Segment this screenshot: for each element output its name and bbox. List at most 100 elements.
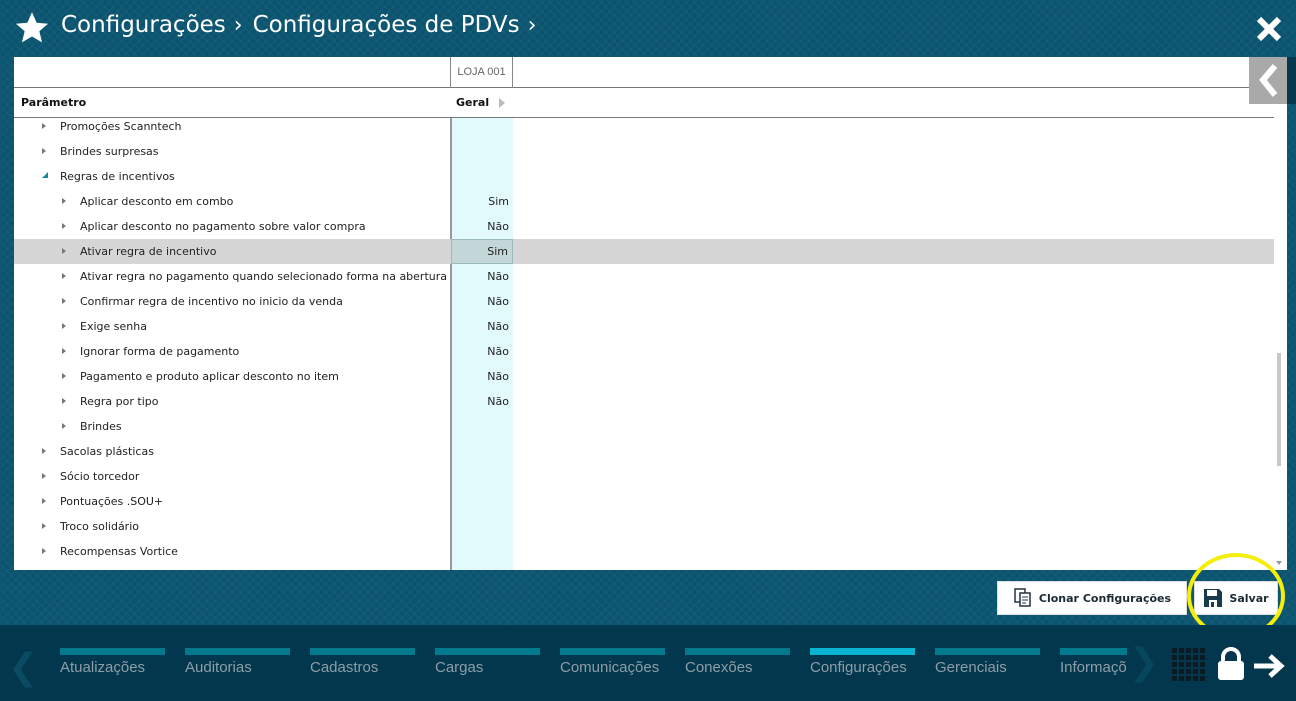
lock-icon[interactable]	[1215, 647, 1247, 681]
row-label: Troco solidário	[60, 520, 139, 533]
row-value[interactable]: Sim	[451, 239, 513, 264]
row-label: Confirmar regra de incentivo no inicio d…	[80, 295, 343, 308]
row-value[interactable]: Não	[487, 220, 509, 233]
breadcrumb-item[interactable]: Configurações de PDVs	[252, 12, 520, 38]
clone-icon	[1014, 588, 1031, 607]
header: Configurações › Configurações de PDVs ›	[0, 0, 1296, 56]
expand-icon[interactable]	[62, 198, 66, 204]
nav-tab[interactable]: Comunicações	[560, 648, 665, 676]
expand-icon[interactable]	[62, 323, 66, 329]
expand-icon[interactable]	[42, 548, 46, 554]
table-row[interactable]: Ignorar forma de pagamento Não	[14, 339, 1274, 364]
star-icon[interactable]	[14, 10, 50, 46]
table-row[interactable]: Aplicar desconto em combo Sim	[14, 189, 1274, 214]
row-value[interactable]: Sim	[488, 195, 509, 208]
expand-icon[interactable]	[42, 498, 46, 504]
grid-dot	[1200, 648, 1205, 653]
nav-tab[interactable]: Conexões	[685, 648, 790, 676]
table-row[interactable]: Promoções Scanntech	[14, 114, 1274, 139]
close-icon[interactable]	[1254, 14, 1284, 44]
tab-indicator	[435, 648, 540, 655]
nav-tab[interactable]: Gerenciais	[935, 648, 1040, 676]
expand-icon[interactable]	[42, 448, 46, 454]
table-row[interactable]: Regra por tipo Não	[14, 389, 1274, 414]
row-value[interactable]	[451, 414, 513, 439]
row-value[interactable]: Não	[487, 370, 509, 383]
tab-indicator	[685, 648, 790, 655]
expand-icon[interactable]	[62, 248, 66, 254]
row-value[interactable]	[451, 114, 513, 139]
chevron-right-icon: ›	[527, 12, 537, 38]
table-row[interactable]: Confirmar regra de incentivo no inicio d…	[14, 289, 1274, 314]
grid-dot	[1172, 669, 1177, 674]
row-value[interactable]	[451, 439, 513, 464]
table-row[interactable]: Ativar regra no pagamento quando selecio…	[14, 264, 1274, 289]
row-value[interactable]: Não	[487, 270, 509, 283]
table-row[interactable]: Ativar regra de incentivo Sim	[14, 239, 1274, 264]
nav-next-icon[interactable]: ❯	[1127, 625, 1161, 701]
table-row[interactable]: Exige senha Não	[14, 314, 1274, 339]
grid-dot	[1193, 655, 1198, 660]
chevron-left-icon	[1259, 64, 1278, 97]
expand-icon[interactable]	[62, 348, 66, 354]
table-row[interactable]: Pontuações .SOU+	[14, 489, 1274, 514]
expand-icon[interactable]	[42, 523, 46, 529]
expand-icon[interactable]	[62, 398, 66, 404]
nav-prev-icon[interactable]: ❮	[8, 647, 39, 688]
column-divider[interactable]	[450, 118, 452, 570]
expand-icon[interactable]	[62, 223, 66, 229]
collapse-panel-button[interactable]	[1249, 57, 1287, 104]
table-row[interactable]: Troco solidário	[14, 514, 1274, 539]
grid-dot	[1200, 655, 1205, 660]
row-value[interactable]	[451, 539, 513, 564]
nav-tab[interactable]: Auditorias	[185, 648, 290, 676]
nav-tab[interactable]: Cargas	[435, 648, 540, 676]
grid-dot	[1172, 676, 1177, 681]
clone-configurations-button[interactable]: Clonar Configurações	[997, 581, 1187, 615]
row-value[interactable]	[451, 164, 513, 189]
apps-grid-icon[interactable]	[1172, 648, 1205, 681]
table-row[interactable]: Aplicar desconto no pagamento sobre valo…	[14, 214, 1274, 239]
table-row[interactable]: Sacolas plásticas	[14, 439, 1274, 464]
tab-label: Cargas	[435, 659, 484, 676]
table-row[interactable]: Brindes	[14, 414, 1274, 439]
table-row[interactable]: Pagamento e produto aplicar desconto no …	[14, 364, 1274, 389]
nav-tab[interactable]: Configurações	[810, 648, 915, 676]
expand-icon[interactable]	[42, 123, 46, 129]
row-value[interactable]	[451, 489, 513, 514]
grid-dot	[1200, 662, 1205, 667]
nav-tab[interactable]: Atualizações	[60, 648, 165, 676]
logout-arrow-icon[interactable]	[1252, 653, 1286, 679]
scrollbar-thumb[interactable]	[1277, 353, 1281, 466]
expand-icon[interactable]	[62, 273, 66, 279]
row-value[interactable]: Não	[487, 345, 509, 358]
expand-icon[interactable]	[62, 423, 66, 429]
row-value[interactable]	[451, 139, 513, 164]
row-value[interactable]	[451, 514, 513, 539]
row-value[interactable]: Não	[487, 295, 509, 308]
nav-tab[interactable]: Cadastros	[310, 648, 415, 676]
table-row[interactable]: Brindes surpresas	[14, 139, 1274, 164]
expand-icon[interactable]	[42, 148, 46, 154]
scroll-down-icon[interactable]	[1276, 561, 1282, 565]
column-group-header: LOJA 001	[14, 57, 1274, 88]
expand-icon[interactable]	[62, 298, 66, 304]
row-label: Sacolas plásticas	[60, 445, 154, 458]
tab-indicator	[60, 648, 165, 655]
row-value[interactable]	[451, 464, 513, 489]
table-row[interactable]: Regras de incentivos	[14, 164, 1274, 189]
grid-dot	[1179, 648, 1184, 653]
nav-tab[interactable]: Informações	[1060, 648, 1127, 676]
expand-icon[interactable]	[42, 473, 46, 479]
collapse-icon[interactable]	[42, 172, 48, 178]
expand-icon[interactable]	[62, 373, 66, 379]
row-value[interactable]: Não	[487, 395, 509, 408]
table-row[interactable]: Recompensas Vortice	[14, 539, 1274, 564]
expand-column-icon[interactable]	[499, 98, 505, 108]
row-value[interactable]: Não	[487, 320, 509, 333]
grid-dot	[1186, 669, 1191, 674]
breadcrumb-item[interactable]: Configurações	[61, 12, 226, 38]
parameters-table: LOJA 001 Parâmetro Geral Promoções Scann…	[14, 57, 1287, 570]
table-row[interactable]: Sócio torcedor	[14, 464, 1274, 489]
row-label: Brindes surpresas	[60, 145, 159, 158]
